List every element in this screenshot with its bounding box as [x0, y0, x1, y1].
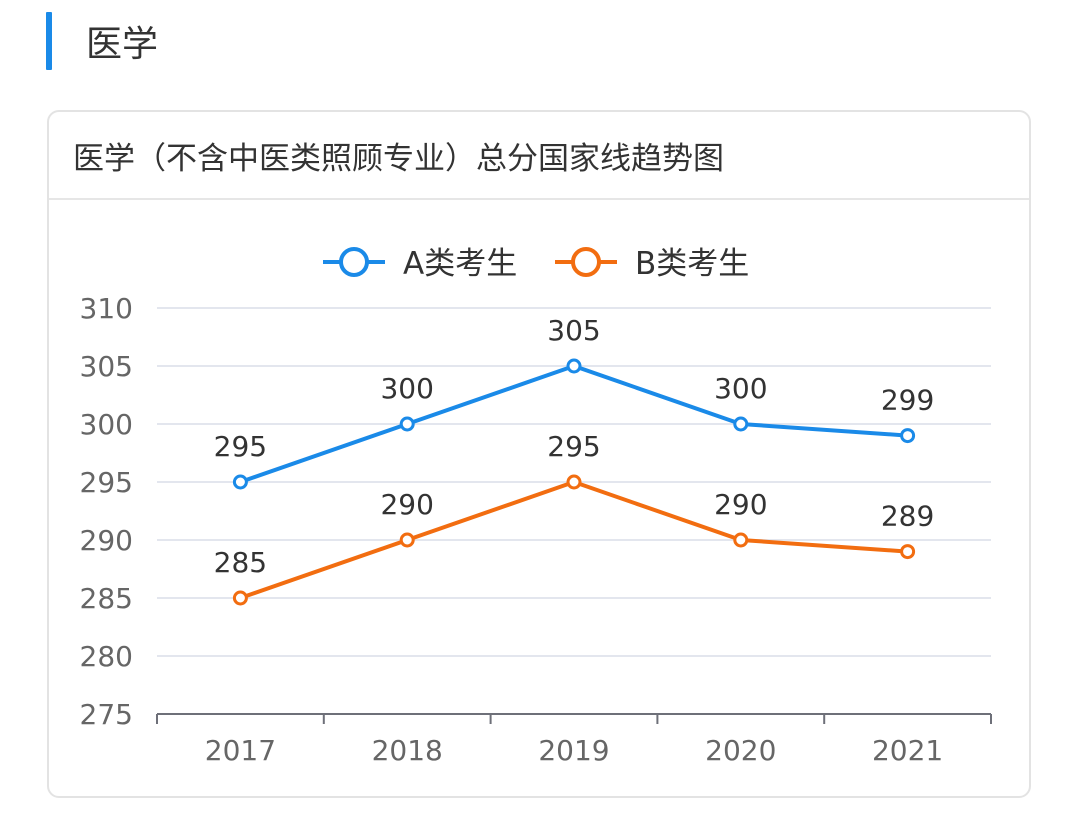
data-label: 305 [547, 314, 600, 347]
legend-label: A类考生 [403, 246, 517, 282]
data-label: 295 [214, 430, 267, 463]
data-point [566, 474, 582, 490]
data-point [399, 416, 415, 432]
data-label: 289 [881, 500, 934, 533]
x-tick-label: 2018 [372, 734, 443, 767]
y-tick-label: 300 [80, 408, 133, 441]
data-label: 290 [380, 488, 433, 521]
legend-marker-a [339, 247, 369, 277]
data-point [399, 532, 415, 548]
data-point [900, 428, 916, 444]
data-point [733, 416, 749, 432]
x-tick-label: 2017 [205, 734, 276, 767]
y-tick-label: 290 [80, 524, 133, 557]
y-tick-label: 310 [80, 292, 133, 325]
y-tick-label: 285 [80, 582, 133, 615]
data-label: 285 [214, 546, 267, 579]
chart-title: 医学（不含中医类照顾专业）总分国家线趋势图 [73, 140, 724, 177]
y-tick-label: 275 [80, 698, 133, 731]
data-label: 299 [881, 384, 934, 417]
chart-card: 医学（不含中医类照顾专业）总分国家线趋势图 275 280 285 290 295 300… [47, 110, 1031, 798]
section-title: 医学 [86, 24, 159, 65]
legend-marker-b [571, 247, 601, 277]
data-point [232, 474, 248, 490]
line-chart: 275 280 285 290 295 300 305 310 2017 2018 2019 2020… [80, 246, 992, 767]
data-point [566, 358, 582, 374]
y-tick-label: 280 [80, 640, 133, 673]
x-tick-label: 2021 [872, 734, 943, 767]
x-tick-label: 2020 [705, 734, 776, 767]
y-tick-label: 295 [80, 466, 133, 499]
legend-label: B类考生 [635, 246, 749, 282]
chart-card-header: 医学（不含中医类照顾专业）总分国家线趋势图 [49, 112, 1029, 200]
section-header: 医学 [46, 12, 158, 70]
y-tick-label: 305 [80, 350, 133, 383]
section-accent-bar [46, 12, 52, 70]
data-point [900, 544, 916, 560]
data-label: 300 [714, 372, 767, 405]
x-tick-label: 2019 [538, 734, 609, 767]
data-label: 295 [547, 430, 600, 463]
data-label: 300 [380, 372, 433, 405]
data-point [733, 532, 749, 548]
data-point [232, 590, 248, 606]
data-label: 290 [714, 488, 767, 521]
